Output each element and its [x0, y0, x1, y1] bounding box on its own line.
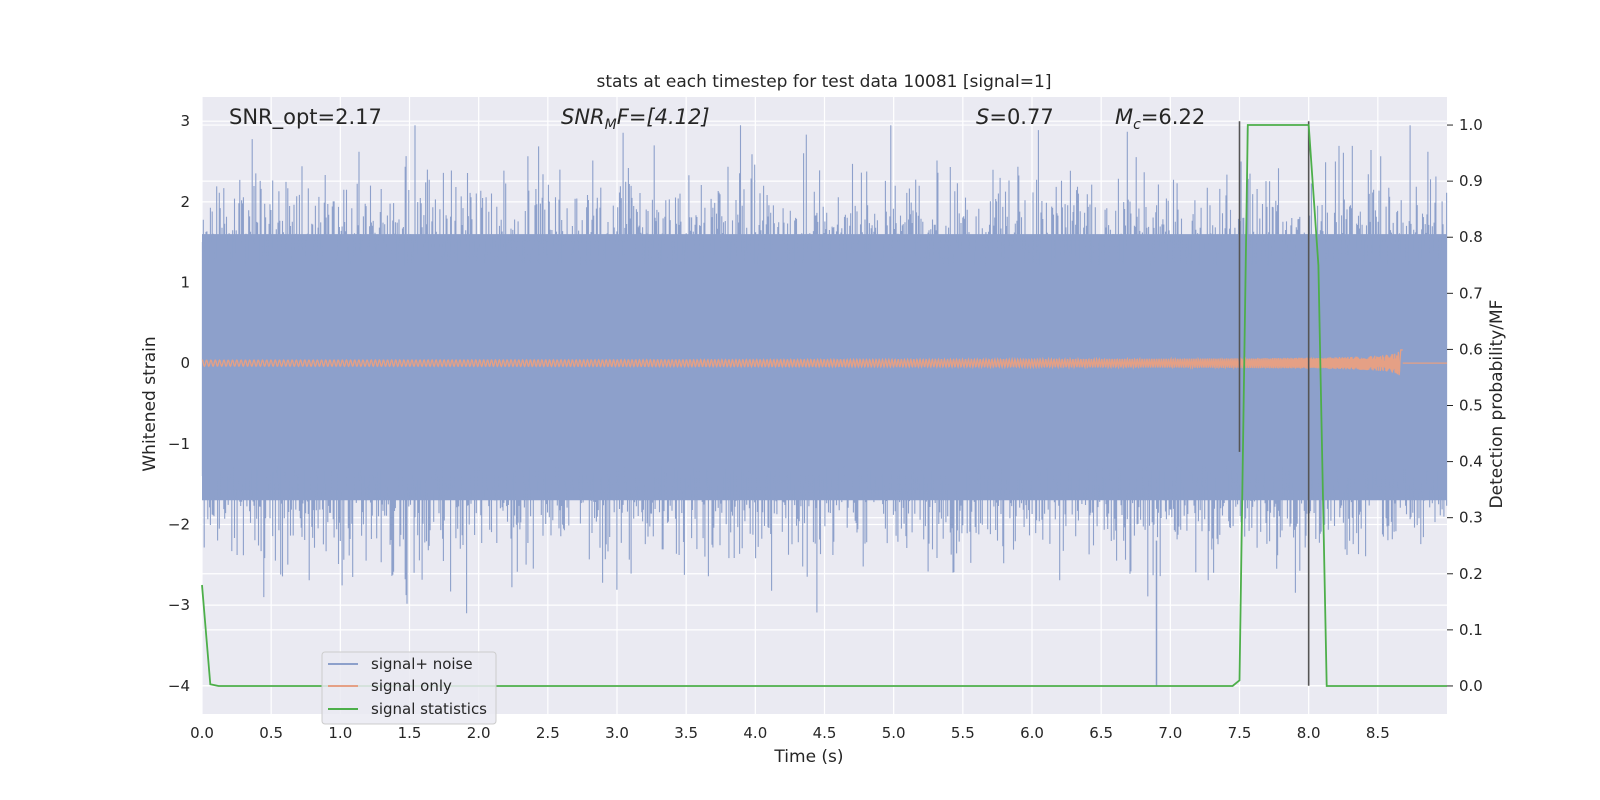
annotation-snr-mf: SNRMF=[4.12]	[561, 105, 710, 133]
x-tick-label: 3.5	[674, 724, 698, 742]
x-tick-label: 6.5	[1089, 724, 1113, 742]
s-value: =0.77	[989, 105, 1053, 129]
y-right-tick-label: 1.0	[1459, 116, 1483, 134]
y-right-tick-label: 0.8	[1459, 228, 1483, 246]
x-tick-label: 3.0	[605, 724, 629, 742]
y-right-tick-label: 0.6	[1459, 340, 1483, 358]
y-left-tick-label: 3	[180, 112, 190, 130]
legend-box	[321, 651, 497, 725]
snr-mf-prefix: SNR	[561, 105, 605, 129]
x-tick-label: 0.5	[259, 724, 283, 742]
y-left-tick-label: −2	[168, 515, 190, 533]
y-right-tick-label: 0.4	[1459, 453, 1483, 471]
legend-label-signal-statistics: signal statistics	[371, 700, 487, 718]
annotation-s: S=0.77	[976, 105, 1054, 129]
y-right-tick-label: 0.1	[1459, 621, 1483, 639]
y-left-tick-label: 0	[180, 354, 190, 372]
legend-label-signal-only: signal only	[371, 677, 452, 695]
vertical-markers	[1238, 121, 1310, 686]
x-tick-label: 7.5	[1228, 724, 1252, 742]
s-variable: S	[976, 105, 989, 129]
y-right-axis-label: Detection probability/MF	[1487, 300, 1507, 509]
y-left-axis-label: Whitened strain	[140, 336, 160, 471]
x-tick-label: 6.0	[1020, 724, 1044, 742]
legend-label-signal-noise: signal+ noise	[371, 655, 473, 673]
y-right-tick-label: 0.9	[1459, 172, 1483, 190]
statistics-line	[201, 124, 1447, 687]
x-tick-label: 0.0	[190, 724, 214, 742]
y-right-tick-label: 0.7	[1459, 284, 1483, 302]
x-tick-label: 2.0	[467, 724, 491, 742]
x-tick-label: 1.5	[398, 724, 422, 742]
mc-value: =6.22	[1141, 105, 1205, 129]
annotation-snr-opt: SNR_opt=2.17	[229, 105, 382, 130]
x-tick-label: 2.5	[536, 724, 560, 742]
legend: signal+ noise signal only signal statist…	[321, 651, 497, 725]
mc-variable: M	[1115, 105, 1133, 129]
x-tick-label: 5.5	[951, 724, 975, 742]
snr-mf-subscript: M	[605, 117, 617, 133]
chirp-trace	[201, 349, 1403, 376]
snr-mf-suffix: F=[4.12]	[617, 105, 710, 129]
y-right-tick-labels: 1.0 0.9 0.8 0.7 0.6 0.5 0.4 0.3 0.2 0.1 0.0	[1447, 116, 1483, 695]
x-tick-label: 4.0	[743, 724, 767, 742]
y-left-tick-label: 2	[180, 193, 190, 211]
x-tick-label: 8.0	[1297, 724, 1321, 742]
x-tick-label: 8.5	[1366, 724, 1390, 742]
y-left-tick-labels: 3 2 1 0 −1 −2 −3 −4	[168, 112, 190, 695]
x-tick-label: 1.0	[328, 724, 352, 742]
series-signal-statistics	[201, 124, 1447, 687]
y-right-tick-label: 0.2	[1459, 565, 1483, 583]
chart-title: stats at each timestep for test data 100…	[597, 72, 1052, 92]
x-tick-label: 4.5	[813, 724, 837, 742]
y-right-tick-label: 0.5	[1459, 397, 1483, 415]
annotation-mc: Mc=6.22	[1115, 105, 1205, 133]
series-signal-only	[201, 349, 1447, 376]
mc-subscript: c	[1133, 117, 1141, 133]
y-right-tick-label: 0.0	[1459, 677, 1483, 695]
x-axis-label: Time (s)	[773, 747, 843, 767]
y-left-tick-label: −1	[168, 435, 190, 453]
y-left-tick-label: 1	[180, 274, 190, 292]
x-tick-labels: 0.0 0.5 1.0 1.5 2.0 2.5 3.0 3.5 4.0 4.5 5.0 5.5 6.0 6…	[190, 724, 1390, 742]
x-tick-label: 5.0	[882, 724, 906, 742]
x-tick-label: 7.0	[1158, 724, 1182, 742]
y-left-tick-label: −3	[168, 596, 190, 614]
y-right-tick-label: 0.3	[1459, 509, 1483, 527]
y-left-tick-label: −4	[168, 677, 190, 695]
